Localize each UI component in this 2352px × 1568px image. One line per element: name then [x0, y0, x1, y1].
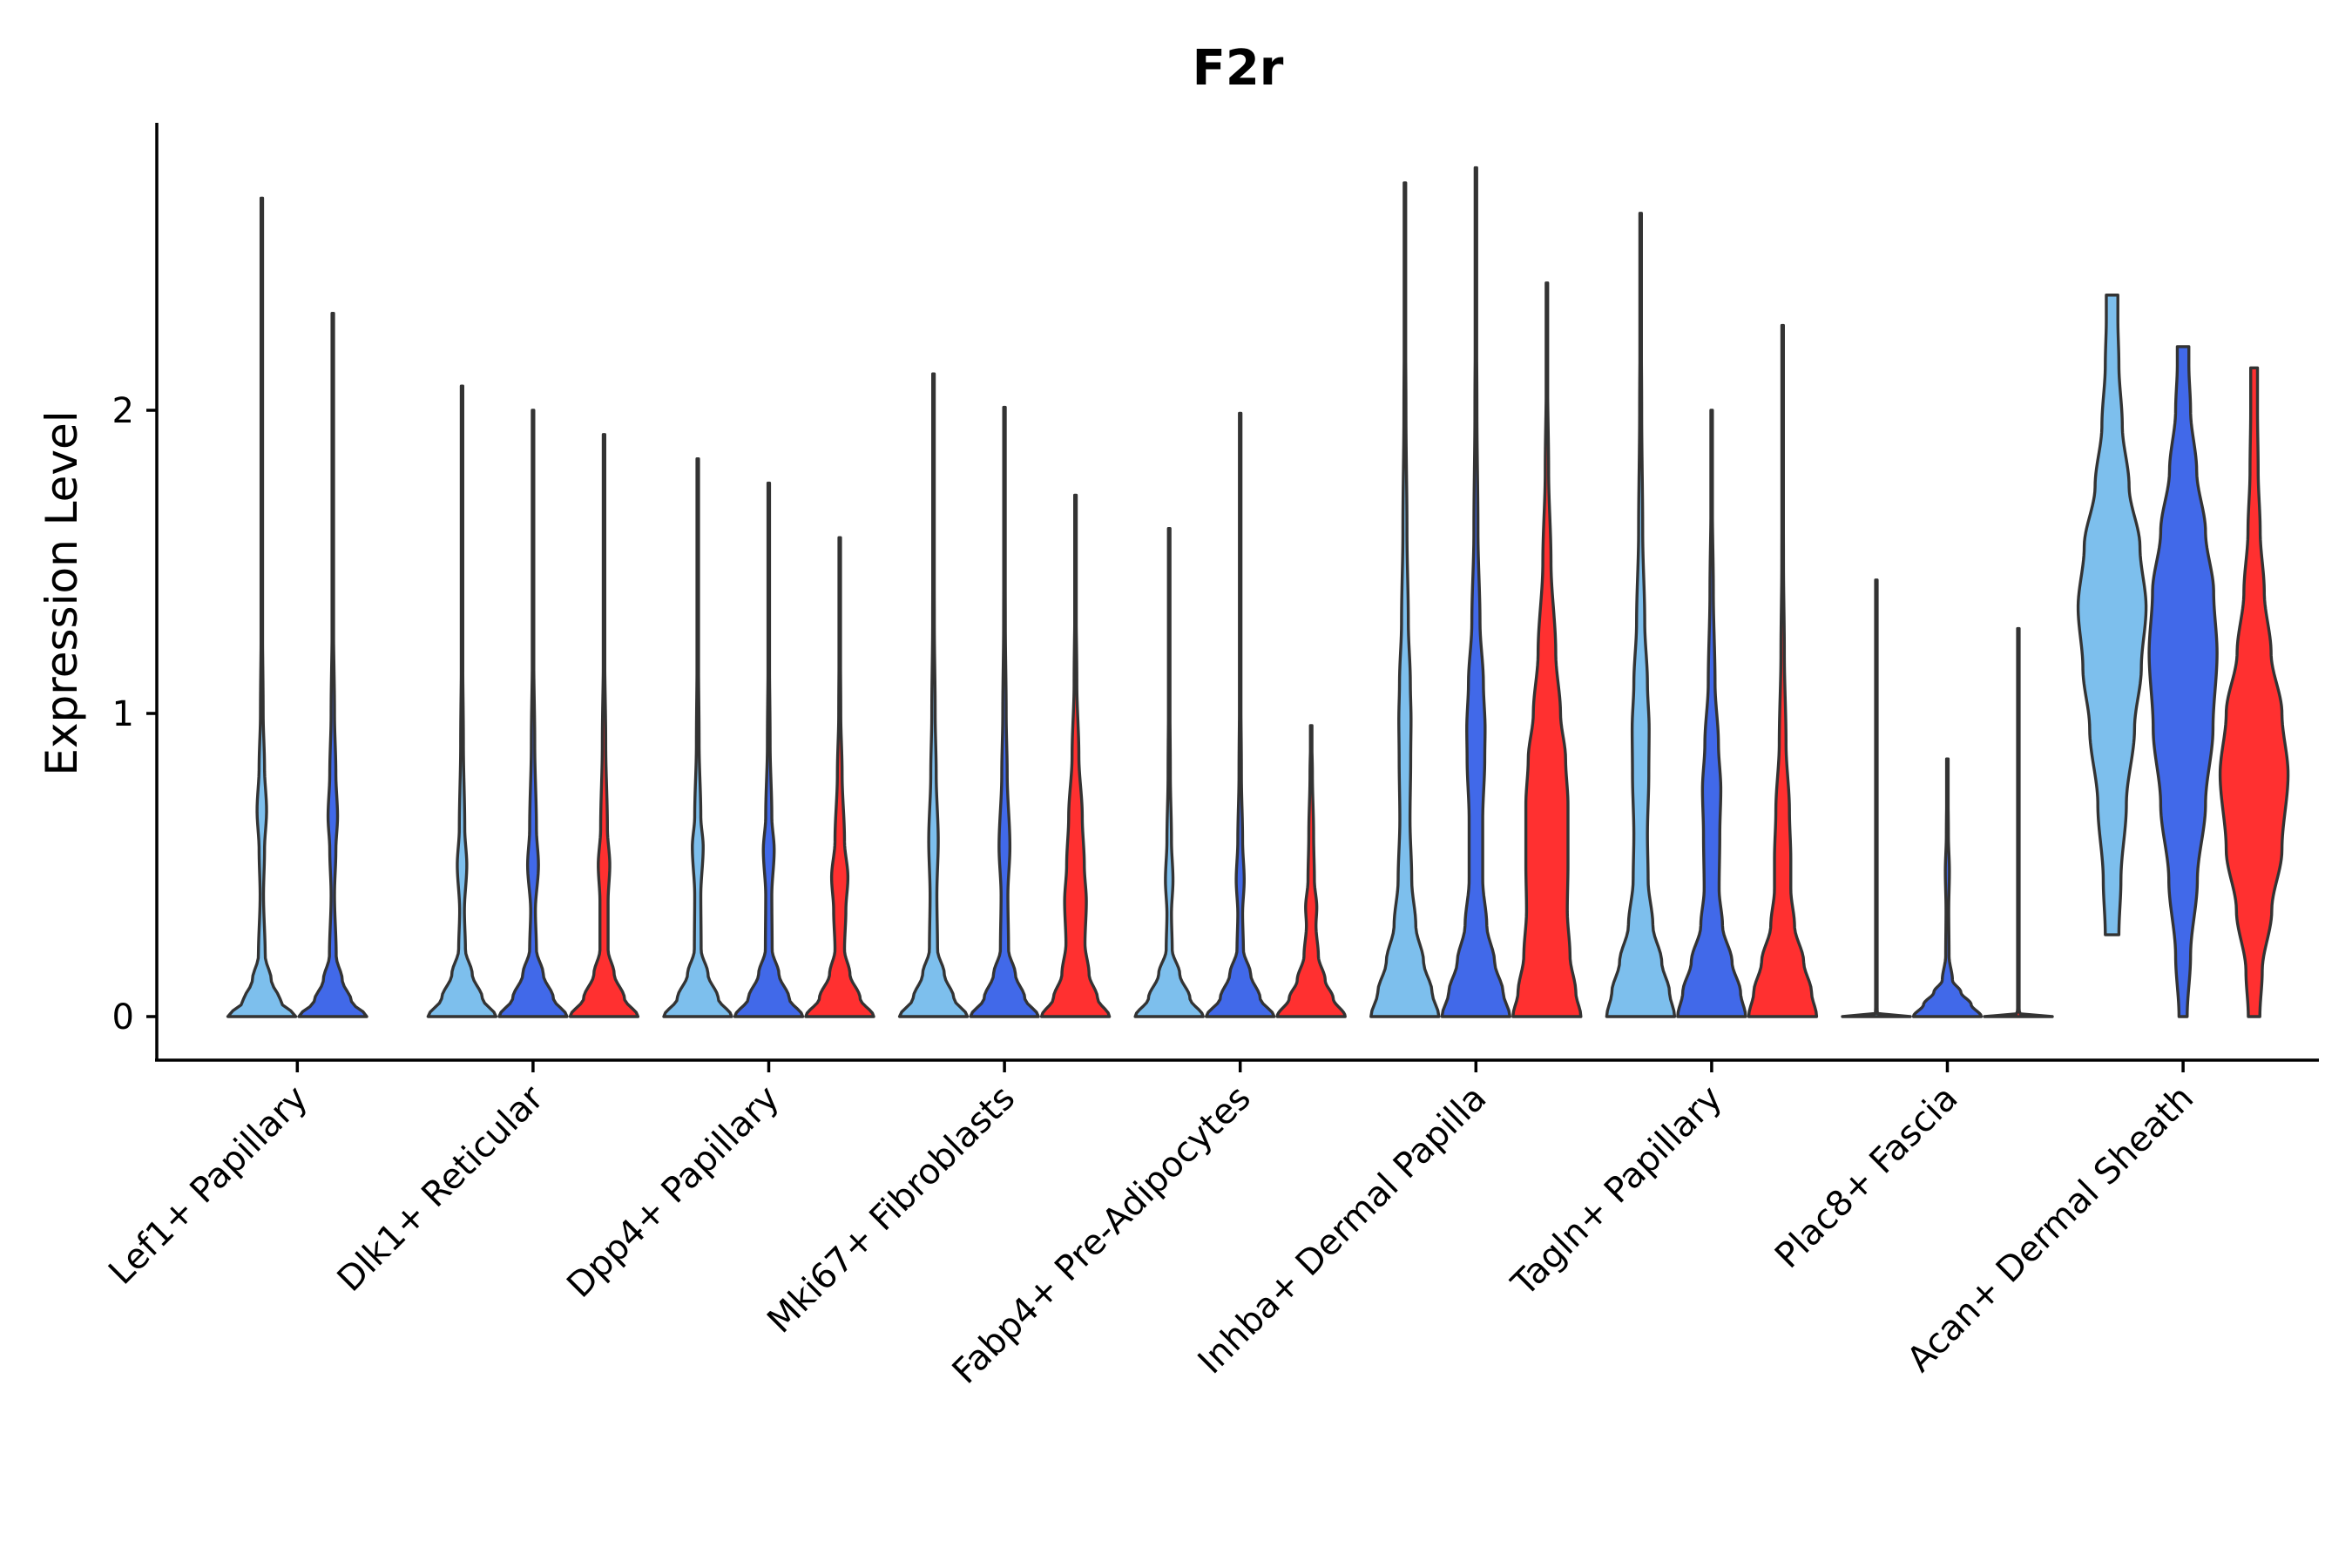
violin-dpp4-papillary-3: [804, 536, 875, 1018]
x-tick-label: Mki67+ Fibroblasts: [760, 1078, 1023, 1342]
y-axis-label: Expression Level: [37, 410, 87, 775]
violin-dlk1-reticular-1: [426, 384, 498, 1018]
y-tick-label: 1: [112, 694, 134, 734]
violin-mki67-fibroblasts-1: [897, 372, 970, 1018]
y-tick-label: 2: [112, 391, 134, 431]
violin-dpp4-papillary-1: [662, 456, 733, 1018]
violin-fabp4-pre-adipocytes-2: [1205, 411, 1276, 1018]
violin-fabp4-pre-adipocytes-1: [1133, 527, 1205, 1018]
violin-layer: [226, 166, 2290, 1018]
violin-dlk1-reticular-3: [568, 433, 640, 1018]
violin-tagln-papillary-3: [1747, 323, 1819, 1018]
x-tick-label: Dlk1+ Reticular: [330, 1078, 552, 1300]
violin-tagln-papillary-2: [1676, 409, 1747, 1018]
x-tick-label: Dpp4+ Papillary: [559, 1078, 787, 1306]
violin-dlk1-reticular-2: [497, 409, 569, 1018]
violin-lef1-papillary-1: [226, 196, 298, 1018]
y-ticks: 0 1 2: [112, 391, 157, 1037]
x-tick-label: Lef1+ Papillary: [101, 1078, 315, 1293]
violin-tagln-papillary-1: [1605, 212, 1677, 1018]
violin-acan-dermal-sheath-1: [2076, 294, 2148, 936]
violin-inhba-dermal-papilla-1: [1369, 181, 1441, 1018]
violin-acan-dermal-sheath-3: [2218, 366, 2290, 1018]
violin-mki67-fibroblasts-2: [969, 405, 1040, 1018]
violin-plac8-fascia-1: [1841, 578, 1912, 1018]
violin-inhba-dermal-papilla-3: [1511, 281, 1583, 1018]
y-tick-label: 0: [112, 997, 134, 1037]
violin-inhba-dermal-papilla-2: [1440, 166, 1511, 1018]
violin-plac8-fascia-3: [1983, 626, 2054, 1018]
violin-dpp4-papillary-2: [733, 481, 805, 1018]
chart-title: F2r: [1193, 40, 1284, 97]
violin-acan-dermal-sheath-2: [2147, 345, 2219, 1018]
violin-plac8-fascia-2: [1911, 757, 1984, 1018]
violin-mki67-fibroblasts-3: [1039, 493, 1112, 1018]
x-tick-label: Tagln+ Papillary: [1504, 1078, 1730, 1305]
x-ticks: Lef1+ Papillary Dlk1+ Reticular Dpp4+ Papi…: [101, 1060, 2201, 1392]
violin-fabp4-pre-adipocytes-3: [1275, 724, 1347, 1018]
violin-lef1-papillary-2: [297, 311, 368, 1018]
x-tick-label: Plac8+ Fascia: [1767, 1078, 1966, 1277]
